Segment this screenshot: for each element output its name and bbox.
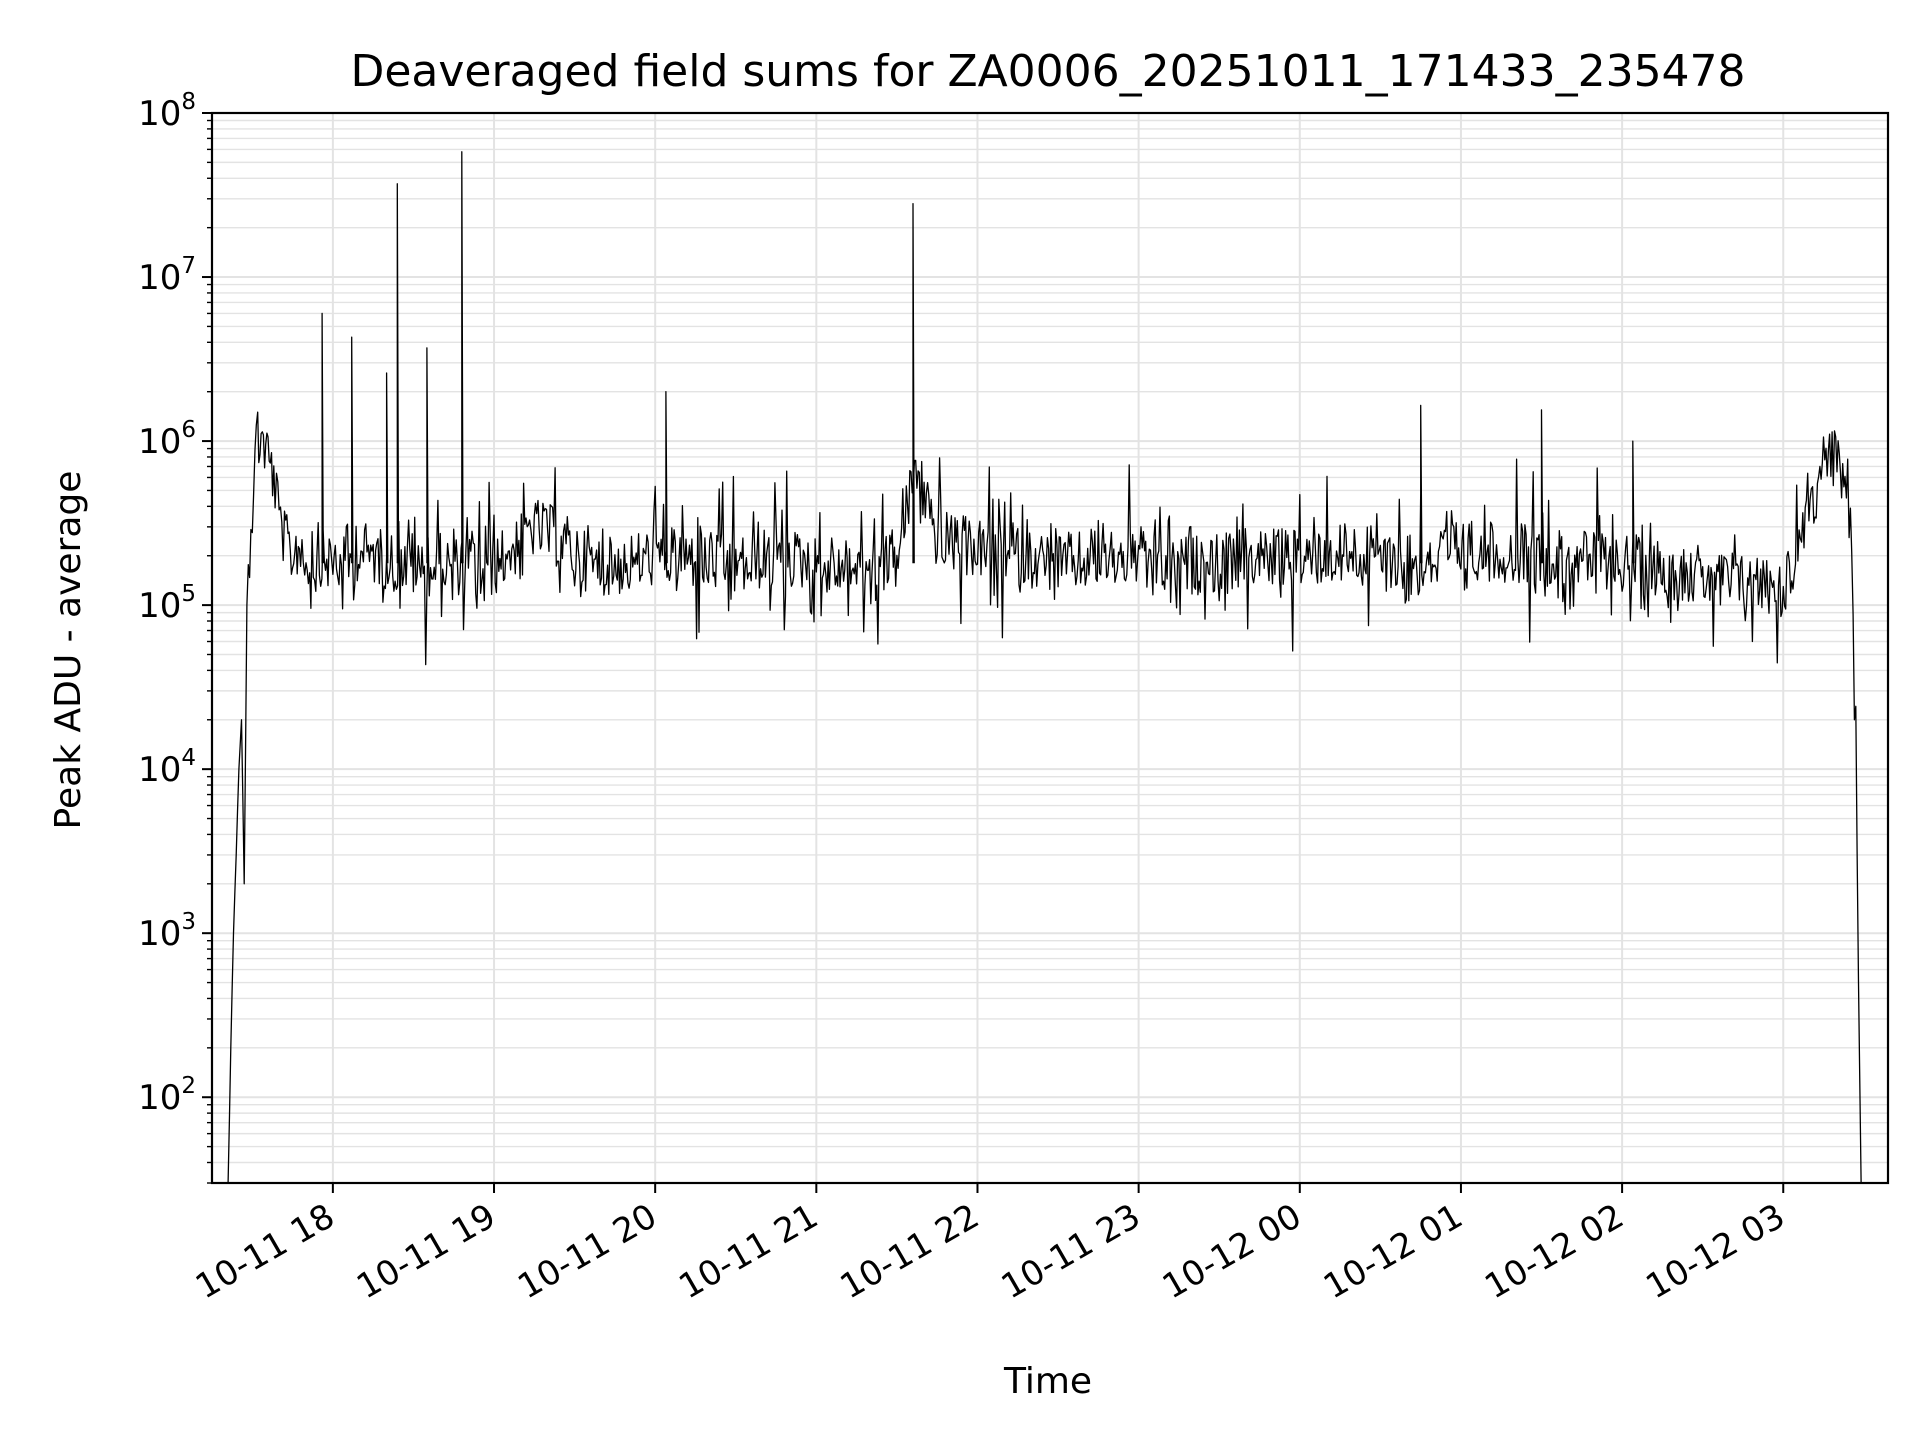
y-tick-base: 10 [138, 94, 181, 134]
y-tick-exponent: 7 [181, 253, 196, 279]
y-tick-base: 10 [138, 586, 181, 626]
y-tick-exponent: 6 [181, 417, 196, 443]
y-tick-base: 10 [138, 914, 181, 954]
series-line [227, 151, 1862, 1183]
y-tick-base: 10 [138, 258, 181, 298]
y-tick-label: 104 [138, 745, 196, 790]
y-tick-label: 103 [138, 909, 196, 954]
y-tick-exponent: 4 [181, 745, 196, 771]
y-tick-label: 105 [138, 581, 196, 626]
y-tick-label: 107 [138, 253, 196, 298]
y-tick-label: 106 [138, 417, 196, 462]
y-tick-base: 10 [138, 750, 181, 790]
y-tick-exponent: 3 [181, 909, 196, 935]
y-tick-label: 108 [138, 89, 196, 134]
y-tick-label: 102 [138, 1073, 196, 1118]
y-tick-base: 10 [138, 1078, 181, 1118]
x-axis-label: Time [1003, 1361, 1092, 1402]
plot-frame [210, 111, 1890, 1185]
chart-title: Deaveraged field sums for ZA0006_2025101… [350, 46, 1745, 97]
y-axis-label: Peak ADU - average [48, 471, 89, 830]
y-tick-base: 10 [138, 422, 181, 462]
y-tick-exponent: 5 [181, 581, 196, 607]
y-tick-exponent: 2 [181, 1073, 196, 1099]
y-tick-exponent: 8 [181, 89, 196, 115]
series [227, 151, 1862, 1183]
